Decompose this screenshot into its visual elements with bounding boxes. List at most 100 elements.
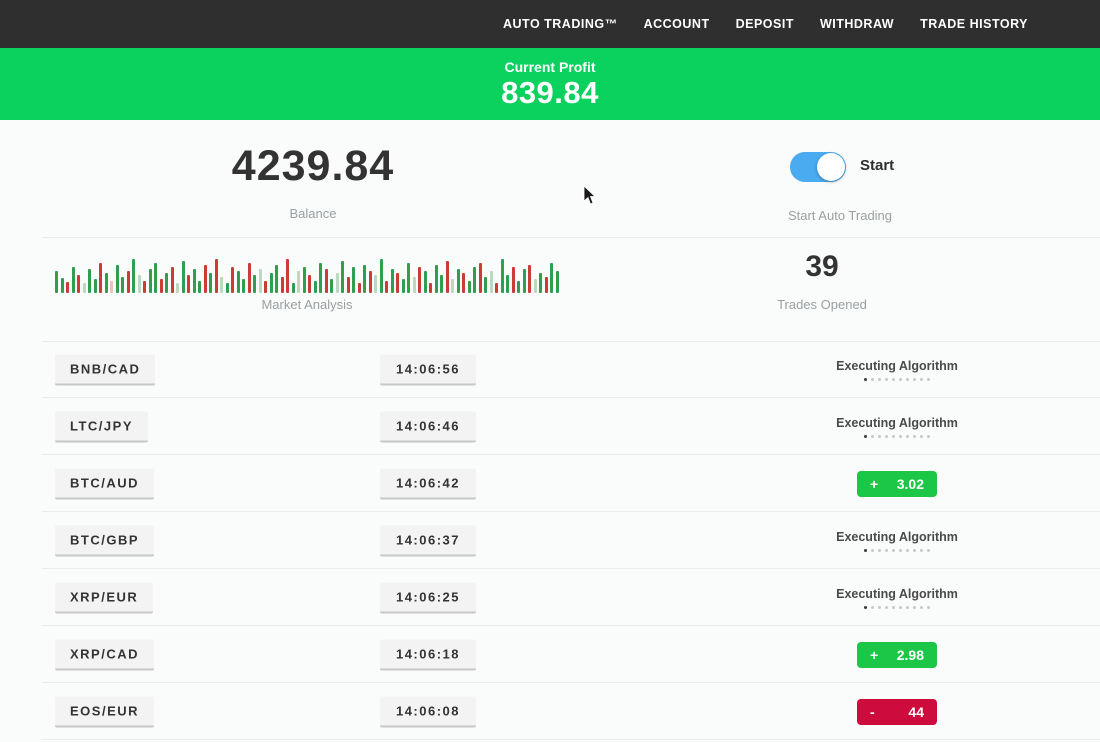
- trades-table: BNB/CAD 14:06:56 Executing Algorithm LTC…: [0, 341, 1100, 740]
- market-bar: [154, 263, 157, 293]
- progress-dot: [913, 434, 916, 438]
- market-analysis-chart: [55, 255, 559, 293]
- progress-dot: [913, 605, 916, 609]
- loss-badge: - 44: [857, 698, 937, 725]
- trade-status: Executing Algorithm: [787, 587, 1007, 609]
- market-bar: [550, 263, 553, 293]
- progress-dot: [906, 434, 909, 438]
- nav-item-deposit[interactable]: DEPOSIT: [735, 17, 794, 31]
- market-bar: [352, 267, 355, 293]
- market-bar: [346, 277, 350, 293]
- market-bar: [396, 273, 399, 293]
- nav-item-auto-trading[interactable]: AUTO TRADING™: [502, 17, 618, 31]
- profit-badge: +3.02: [857, 470, 937, 497]
- market-bar: [319, 263, 322, 293]
- market-bar: [77, 275, 80, 293]
- market-bar: [280, 277, 284, 293]
- market-bar: [489, 271, 493, 293]
- trade-row: XRP/CAD 14:06:18 +2.98: [0, 626, 1100, 683]
- progress-dot: [885, 605, 888, 609]
- profit-banner-value: 839.84: [501, 75, 599, 110]
- market-bar: [132, 259, 135, 293]
- toggle-knob[interactable]: [817, 153, 845, 181]
- badge-value: 3.02: [896, 475, 924, 492]
- progress-dot: [927, 434, 930, 438]
- time-chip: 14:06:37: [380, 525, 476, 556]
- trade-row: BTC/GBP 14:06:37 Executing Algorithm: [0, 512, 1100, 569]
- trade-status: +2.98: [787, 641, 1007, 668]
- badge-sign: +: [870, 475, 879, 492]
- progress-dot: [920, 377, 923, 381]
- market-analysis-label: Market Analysis: [261, 297, 353, 312]
- market-bar: [330, 279, 333, 293]
- progress-dots: [787, 548, 1007, 552]
- progress-dot: [892, 605, 895, 609]
- top-nav: AUTO TRADING™ ACCOUNT DEPOSIT WITHDRAW TRADE…: [0, 0, 1100, 48]
- pair-chip: BNB/CAD: [55, 354, 156, 385]
- progress-dot: [892, 377, 895, 381]
- market-bar: [407, 263, 410, 293]
- market-bar: [495, 283, 498, 293]
- market-bar: [506, 275, 509, 293]
- progress-dot: [913, 377, 916, 381]
- trade-row: BTC/AUD 14:06:42 +3.02: [0, 455, 1100, 512]
- market-bar: [231, 267, 234, 293]
- profit-banner: Current Profit 839.84: [0, 48, 1100, 120]
- market-bar: [456, 269, 460, 293]
- progress-dot: [899, 605, 902, 609]
- nav-item-withdraw[interactable]: WITHDRAW: [819, 17, 895, 31]
- mouse-cursor: [583, 186, 596, 205]
- nav-item-account[interactable]: ACCOUNT: [643, 17, 710, 31]
- badge-value: 44: [908, 703, 924, 720]
- progress-dot: [920, 548, 923, 552]
- market-bar: [533, 279, 537, 293]
- market-bar: [539, 273, 542, 293]
- market-bar: [379, 259, 383, 293]
- market-bar: [291, 283, 295, 293]
- market-bar: [176, 283, 179, 293]
- trade-row: BNB/CAD 14:06:56 Executing Algorithm: [0, 341, 1100, 398]
- market-bar: [308, 275, 311, 293]
- start-label: Start: [860, 157, 895, 174]
- market-bar: [203, 265, 207, 293]
- market-bar: [209, 273, 212, 293]
- progress-dot: [920, 434, 923, 438]
- market-bar: [126, 271, 130, 293]
- market-bar: [511, 267, 515, 293]
- market-bar: [148, 269, 152, 293]
- progress-dot: [927, 377, 930, 381]
- market-bar: [286, 259, 289, 293]
- market-bar: [478, 263, 482, 293]
- market-bar: [93, 279, 97, 293]
- auto-trading-caption: Start Auto Trading: [787, 208, 893, 223]
- pair-chip: LTC/JPY: [55, 411, 148, 442]
- progress-dots: [787, 605, 1007, 609]
- pair-chip: XRP/CAD: [55, 639, 155, 670]
- trade-row: LTC/JPY 14:06:46 Executing Algorithm: [0, 398, 1100, 455]
- progress-dot: [885, 434, 888, 438]
- time-chip: 14:06:18: [380, 639, 476, 670]
- market-bar: [264, 281, 267, 293]
- market-bar: [401, 279, 405, 293]
- progress-dot: [920, 605, 923, 609]
- market-bar: [385, 281, 388, 293]
- progress-dot: [878, 605, 881, 609]
- market-bar: [170, 267, 174, 293]
- market-bar: [192, 269, 196, 293]
- progress-dot: [871, 605, 874, 609]
- market-bar: [412, 277, 416, 293]
- market-bar: [99, 263, 102, 293]
- trade-status: Executing Algorithm: [787, 530, 1007, 552]
- market-bar: [473, 267, 476, 293]
- market-bar: [302, 267, 306, 293]
- market-bar: [368, 271, 372, 293]
- balance-value: 4239.84: [231, 142, 395, 190]
- market-bar: [357, 283, 361, 293]
- executing-label: Executing Algorithm: [836, 586, 958, 601]
- market-bar: [440, 275, 443, 293]
- auto-trading-toggle[interactable]: [790, 152, 846, 182]
- progress-dot: [892, 434, 895, 438]
- market-bar: [275, 265, 278, 293]
- nav-item-trade-history[interactable]: TRADE HISTORY: [920, 17, 1028, 31]
- market-bar: [335, 273, 339, 293]
